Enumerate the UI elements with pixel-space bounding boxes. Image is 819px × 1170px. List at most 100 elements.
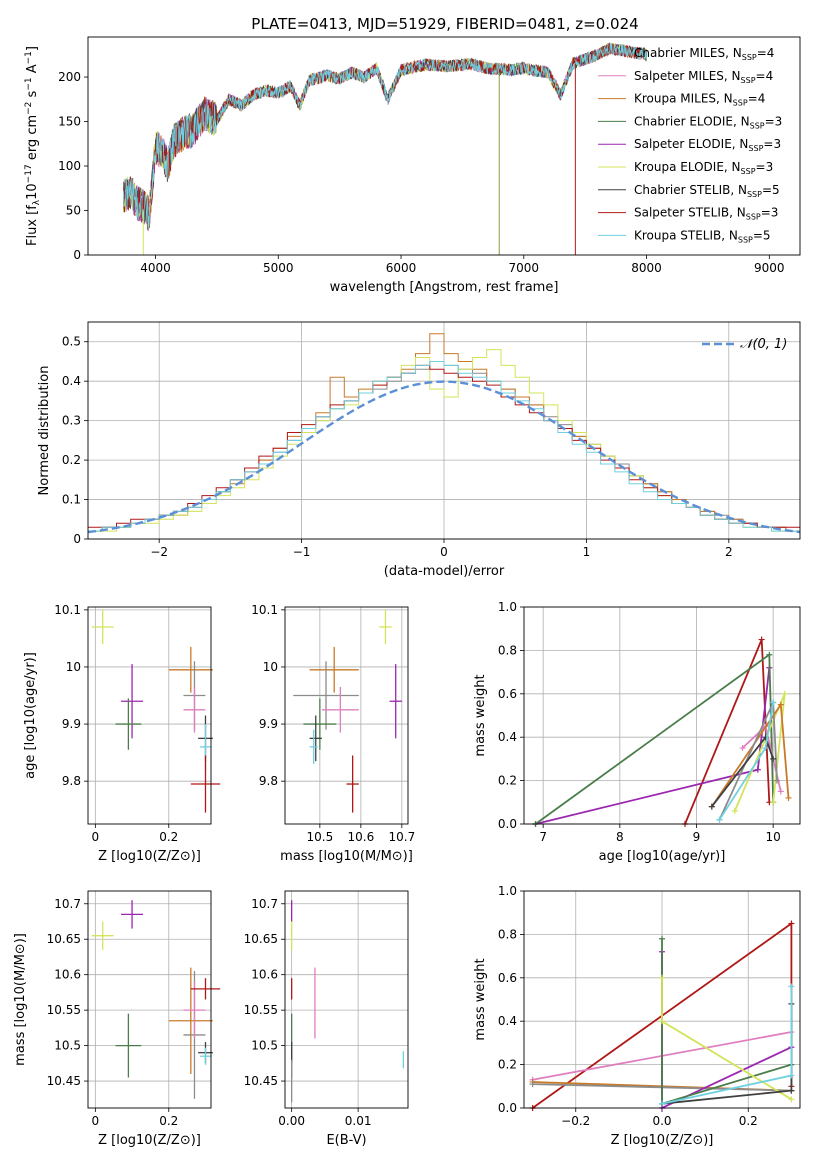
x-tick-label: 10.6 [347,830,374,844]
x-axis-label: mass [log10(M/M⊙)] [280,849,413,864]
y-axis-label-part: −2 [24,102,34,115]
y-tick-label: 0.5 [62,335,81,349]
y-tick-label: 100 [58,159,81,173]
y-tick-label: 10.6 [54,968,81,982]
legend-series-name: Kroupa MILES, N [634,92,733,106]
y-tick-label: 0.3 [62,414,81,428]
axes-frame [523,890,801,1109]
x-tick-label: 0.00 [278,1114,305,1128]
x-tick-label: −2 [150,545,168,559]
y-axis-label-part: erg cm [25,115,40,164]
weight-line [661,977,792,1101]
axes-frame [284,890,409,1109]
y-axis-label-part: λ [32,199,42,205]
legend-subscript: SSP [750,121,765,130]
axes-spectrum: 4000 5000 6000 7000 8000 9000 0 50 100 150 200 wave… [24,36,801,295]
x-tick-label: −0.2 [561,1114,590,1128]
x-tick-label: 9 [693,830,701,844]
y-tick-label: 1.0 [498,884,517,898]
axes-frame [87,606,212,825]
weight-marker [788,1087,795,1094]
y-tick-label: 0.4 [498,1014,517,1028]
weight-line [535,667,771,825]
axes-residuals: −2 −1 0 1 2 0 0.1 0.2 0.3 0.4 0.5 𝒩(0, 1) (data-mode… [37,321,801,579]
y-tick-label: 0.2 [498,774,517,788]
weight-marker [770,799,777,806]
legend-count: =4 [748,92,766,106]
weight-marker [659,935,665,942]
y-tick-label: 10.1 [251,603,278,617]
weight-marker [659,1100,665,1107]
y-tick-label: 10.5 [54,1039,81,1053]
x-axis-label: Z [log10(Z/Z⊙)] [98,849,201,864]
legend-subscript: SSP [742,53,757,62]
weight-marker [766,651,773,658]
weight-marker [781,690,788,697]
weight-marker [788,983,795,990]
legend-label: Kroupa ELODIE, NSSP=3 [634,160,773,176]
legend-label: Chabrier MILES, NSSP=4 [634,46,774,62]
weight-marker [770,699,777,706]
axes-frame [284,606,409,825]
x-tick-label: 7000 [509,261,540,275]
y-tick-label: 10.65 [244,932,278,946]
y-tick-label: 10 [66,660,81,674]
axes-age-vs-mass: 10.5 10.6 10.7 9.8 9.9 10 10.1 mass [log10(M/M⊙… [251,603,415,864]
y-axis-label: Flux [fλ10−17 erg cm−2 s−1 A−1] [24,46,42,246]
legend-label: Salpeter MILES, NSSP=4 [634,69,773,85]
y-axis-label-part: ] [25,46,40,51]
y-tick-label: 10.45 [244,1074,278,1088]
legend-label: Salpeter STELIB, NSSP=3 [634,206,778,222]
y-tick-label: 200 [58,70,81,84]
legend-subscript: SSP [746,213,761,222]
y-tick-label: 10.65 [47,932,81,946]
x-tick-label: 1 [583,545,591,559]
y-tick-label: 0.0 [498,817,517,831]
x-tick-label: 10.5 [306,830,333,844]
legend-series-name: Salpeter ELODIE, N [634,137,748,151]
legend-subscript: SSP [738,235,753,244]
legend-subscript: SSP [741,167,756,176]
y-tick-label: 9.8 [259,774,278,788]
x-tick-label: 0.2 [159,830,178,844]
weight-line [534,652,775,825]
x-tick-label: 0.0 [652,1114,671,1128]
y-tick-label: 0.0 [498,1101,517,1115]
weight-marker [788,1072,795,1079]
weight-marker [758,636,765,643]
y-axis-label: mass [log10(M/M⊙)] [13,933,28,1066]
y-tick-label: 10.6 [251,968,278,982]
legend-label: Chabrier STELIB, NSSP=5 [634,183,780,199]
weight-marker [770,755,777,762]
y-axis-label-part: A [25,64,40,77]
y-tick-label: 150 [58,115,81,129]
y-tick-label: 9.8 [62,774,81,788]
y-tick-label: 0.1 [62,493,81,507]
legend-label: Chabrier ELODIE, NSSP=3 [634,114,782,130]
legend-count: =5 [753,228,771,242]
legend-count: =3 [756,160,774,174]
legend-count: =3 [765,114,783,128]
axes-weight-vs-age: 7 8 9 10 0.0 0.2 0.4 0.6 0.8 1.0 age [log10(age/yr… [473,600,801,864]
y-tick-label: 0.2 [62,453,81,467]
y-axis-label-part: s [25,90,40,101]
y-tick-label: 0.6 [498,687,517,701]
weight-marker [788,1096,795,1103]
legend-count: =3 [761,206,779,220]
x-axis-label: (data-model)/error [384,564,505,579]
y-axis-label: mass weight [473,958,488,1040]
x-tick-label: 9000 [754,261,785,275]
y-tick-label: 10.7 [54,897,81,911]
x-axis-label: age [log10(age/yr)] [599,849,726,864]
y-axis-label: mass weight [473,674,488,756]
legend-subscript: SSP [733,99,748,108]
x-tick-label: −1 [293,545,311,559]
y-tick-label: 0 [73,248,81,262]
x-tick-label: 0 [92,1114,100,1128]
y-tick-label: 10.1 [54,603,81,617]
legend-count: =4 [756,69,774,83]
y-tick-label: 0.8 [498,643,517,657]
spectrum-legend: Chabrier MILES, NSSP=4 Salpeter MILES, NS… [598,46,782,244]
y-tick-label: 0 [73,532,81,546]
weight-marker [788,920,795,927]
